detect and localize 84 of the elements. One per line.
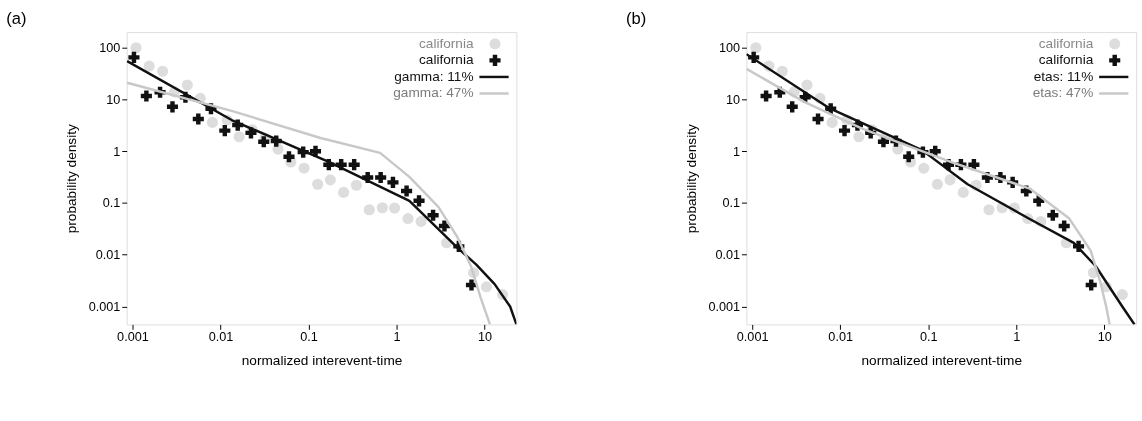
y-axis-title: probability density bbox=[683, 124, 699, 234]
point bbox=[166, 101, 179, 113]
point bbox=[415, 215, 427, 227]
point bbox=[376, 202, 388, 214]
y-tick-label: 10 bbox=[106, 92, 121, 107]
point bbox=[283, 151, 295, 163]
x-tick-label: 10 bbox=[1097, 330, 1112, 345]
point bbox=[387, 176, 399, 188]
point bbox=[931, 178, 943, 190]
point bbox=[375, 171, 387, 184]
y-tick-label: 1 bbox=[113, 144, 121, 159]
point bbox=[903, 151, 915, 163]
point bbox=[801, 79, 813, 91]
x-axis-title: normalized interevent-time bbox=[861, 352, 1023, 368]
legend-label: california bbox=[1038, 52, 1094, 68]
point bbox=[389, 202, 401, 214]
point bbox=[298, 162, 310, 174]
point bbox=[968, 159, 980, 171]
y-tick-label: 100 bbox=[718, 41, 741, 56]
point bbox=[812, 113, 824, 125]
point bbox=[401, 185, 413, 197]
point bbox=[324, 174, 336, 186]
y-tick-label: 0.01 bbox=[95, 248, 121, 263]
y-tick-label: 0.1 bbox=[102, 196, 121, 211]
point bbox=[1085, 279, 1097, 291]
point bbox=[350, 179, 362, 191]
y-tick-label: 1 bbox=[733, 144, 741, 159]
point bbox=[838, 125, 851, 137]
legend-label: etas: 11% bbox=[1033, 68, 1094, 84]
point bbox=[402, 213, 414, 225]
y-tick-label: 10 bbox=[725, 92, 741, 107]
point bbox=[1058, 220, 1070, 232]
y-axis-title: probability density bbox=[63, 124, 79, 234]
x-tick-label: 0.1 bbox=[300, 330, 318, 345]
point bbox=[750, 42, 762, 54]
x-tick-label: 1 bbox=[1013, 330, 1021, 345]
point bbox=[348, 159, 360, 171]
x-tick-label: 0.01 bbox=[208, 330, 234, 345]
point bbox=[312, 178, 324, 190]
point bbox=[219, 125, 231, 137]
legend-label: gamma: 47% bbox=[393, 85, 474, 101]
x-tick-label: 1 bbox=[393, 330, 401, 345]
point bbox=[337, 186, 350, 198]
x-tick-label: 0.1 bbox=[919, 330, 938, 345]
legend-label: etas: 47% bbox=[1032, 85, 1094, 101]
point bbox=[776, 65, 788, 77]
point bbox=[957, 186, 969, 198]
point bbox=[760, 90, 772, 102]
x-tick-label: 0.01 bbox=[828, 330, 853, 345]
point bbox=[465, 279, 478, 291]
y-tick-label: 0.001 bbox=[88, 299, 121, 314]
point bbox=[786, 101, 798, 113]
point bbox=[1047, 209, 1059, 221]
point bbox=[181, 79, 193, 91]
chart-title: (b) bbox=[626, 9, 647, 29]
y-tick-label: 100 bbox=[99, 41, 121, 56]
point bbox=[192, 113, 204, 125]
point bbox=[826, 116, 838, 128]
point bbox=[918, 162, 930, 174]
point bbox=[853, 131, 865, 143]
x-tick-label: 0.001 bbox=[117, 330, 149, 345]
x-tick-label: 10 bbox=[478, 330, 493, 345]
y-tick-label: 0.1 bbox=[722, 196, 741, 211]
legend-label: california bbox=[1038, 35, 1094, 51]
x-tick-label: 0.001 bbox=[736, 330, 769, 345]
point bbox=[143, 60, 155, 72]
point bbox=[258, 136, 270, 148]
point bbox=[206, 116, 218, 128]
point bbox=[983, 204, 995, 216]
point bbox=[944, 174, 956, 186]
point bbox=[130, 42, 142, 54]
legend-label: california bbox=[419, 35, 474, 51]
point bbox=[128, 51, 140, 63]
point bbox=[140, 90, 152, 102]
chart-title: (a) bbox=[6, 9, 27, 29]
legend-label: california bbox=[419, 52, 474, 68]
y-tick-label: 0.01 bbox=[715, 248, 741, 263]
point bbox=[233, 131, 245, 143]
point bbox=[363, 204, 375, 216]
legend-label: gamma: 11% bbox=[394, 68, 474, 84]
y-tick-label: 0.001 bbox=[708, 299, 741, 314]
point bbox=[413, 195, 425, 207]
x-axis-title: normalized interevent-time bbox=[241, 352, 403, 368]
point bbox=[427, 209, 439, 221]
